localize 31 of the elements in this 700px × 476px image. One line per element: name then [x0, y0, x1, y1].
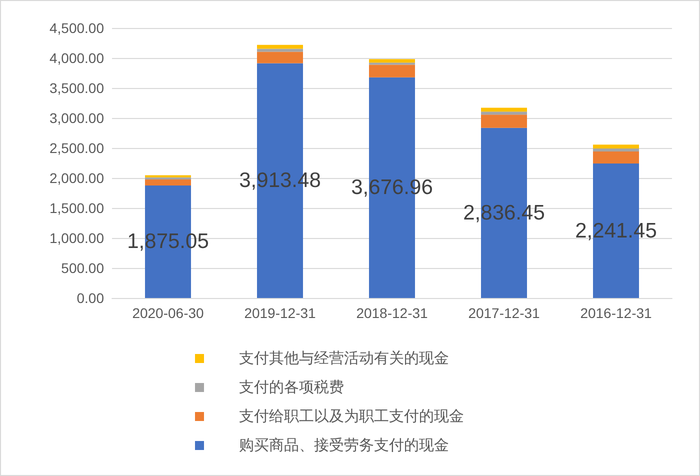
legend-label: 支付其他与经营活动有关的现金 — [239, 350, 449, 367]
x-tick-label: 2020-06-30 — [132, 305, 204, 321]
x-tick-label: 2018-12-31 — [356, 305, 428, 321]
y-tick-label: 4,500.00 — [50, 20, 104, 36]
legend-label: 支付给职工以及为职工支付的现金 — [239, 408, 464, 425]
bar — [481, 114, 527, 128]
y-tick-label: 3,000.00 — [50, 110, 104, 126]
y-tick-label: 1,000.00 — [50, 230, 104, 246]
bar — [369, 64, 415, 78]
bar — [145, 179, 191, 186]
bar — [257, 44, 303, 49]
y-tick-label: 1,500.00 — [50, 200, 104, 216]
bar — [481, 112, 527, 115]
y-tick-label: 4,000.00 — [50, 50, 104, 66]
bar — [593, 148, 639, 152]
bar — [257, 52, 303, 64]
y-tick-label: 3,500.00 — [50, 80, 104, 96]
bar — [481, 108, 527, 112]
legend-label: 支付的各项税费 — [239, 379, 344, 396]
y-tick-label: 2,000.00 — [50, 170, 104, 186]
y-tick-label: 2,500.00 — [50, 140, 104, 156]
legend-label: 购买商品、接受劳务支付的现金 — [239, 437, 449, 454]
bar — [257, 48, 303, 52]
x-tick-label: 2016-12-31 — [580, 305, 652, 321]
y-tick-label: 0.00 — [76, 290, 104, 306]
bar — [593, 144, 639, 149]
bar — [369, 59, 415, 63]
y-tick-label: 500.00 — [61, 260, 104, 276]
bar — [593, 152, 639, 164]
x-tick-label: 2019-12-31 — [244, 305, 316, 321]
x-tick-label: 2017-12-31 — [468, 305, 540, 321]
